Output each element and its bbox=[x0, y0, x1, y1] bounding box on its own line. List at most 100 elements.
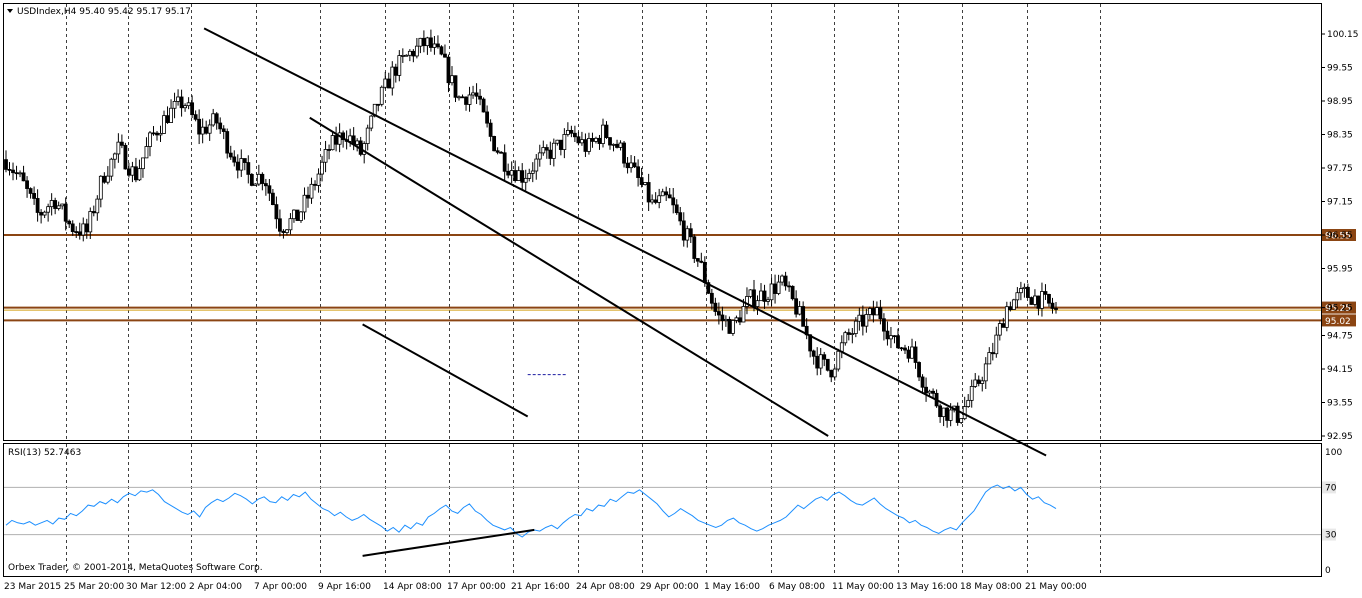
candle-body bbox=[1047, 293, 1051, 304]
candle-body bbox=[618, 142, 623, 148]
candle-body bbox=[302, 194, 307, 213]
candle-body bbox=[857, 314, 862, 322]
candle-body bbox=[590, 138, 595, 142]
candle-body bbox=[400, 55, 405, 57]
candle-body bbox=[780, 275, 784, 283]
candle-body bbox=[625, 162, 630, 169]
candle-body bbox=[464, 96, 468, 105]
time-tick-label: 23 Mar 2015 bbox=[4, 582, 61, 592]
grid bbox=[66, 4, 1101, 576]
price-tick-label: 98.95 bbox=[1327, 97, 1353, 107]
candle-body bbox=[955, 405, 960, 423]
candle-body bbox=[25, 180, 29, 189]
candle-body bbox=[421, 37, 426, 47]
candle-body bbox=[467, 94, 472, 105]
candle-body bbox=[102, 175, 107, 183]
candle-body bbox=[1033, 295, 1037, 305]
candle-body bbox=[1036, 295, 1041, 309]
time-tick-label: 1 May 16:00 bbox=[704, 582, 760, 592]
trend-line bbox=[362, 323, 529, 418]
candle-body bbox=[292, 209, 296, 220]
candle-body bbox=[256, 173, 261, 185]
candle-body bbox=[597, 137, 602, 144]
candle-body bbox=[660, 191, 665, 197]
rsi-tick-label: 0 bbox=[1325, 566, 1331, 576]
candle-body bbox=[608, 137, 612, 146]
rsi-tick-label: 30 bbox=[1325, 531, 1337, 541]
candle-body bbox=[485, 111, 490, 124]
candle-body bbox=[39, 212, 44, 216]
time-tick-label: 24 Apr 08:00 bbox=[576, 582, 635, 592]
candle-body bbox=[896, 335, 900, 349]
time-tick-label: 9 Apr 16:00 bbox=[318, 582, 371, 592]
candle-body bbox=[148, 132, 152, 147]
candle-body bbox=[21, 172, 26, 182]
candle-body bbox=[295, 209, 300, 221]
candle-body bbox=[1026, 286, 1030, 298]
time-tick-label: 11 May 00:00 bbox=[832, 582, 894, 592]
candle-body bbox=[794, 298, 799, 315]
candle-body bbox=[811, 350, 816, 357]
candle-body bbox=[629, 162, 633, 169]
candle-body bbox=[699, 260, 704, 263]
candle-body bbox=[46, 206, 51, 213]
price-tick-label: 92.95 bbox=[1327, 432, 1353, 442]
candle-body bbox=[762, 290, 767, 302]
candle-body bbox=[822, 354, 827, 360]
candle-body bbox=[969, 386, 974, 401]
candle-body bbox=[32, 193, 36, 199]
candle-body bbox=[843, 332, 848, 344]
candle-body bbox=[583, 139, 588, 152]
symbol-header: USDIndex,H4 95.40 95.42 95.17 95.17 bbox=[17, 7, 191, 17]
candle-body bbox=[537, 152, 542, 160]
candle-body bbox=[197, 118, 202, 135]
time-tick-label: 30 Mar 12:00 bbox=[126, 582, 186, 592]
candle-body bbox=[899, 347, 904, 350]
candle-body bbox=[81, 223, 86, 236]
candle-body bbox=[910, 346, 914, 359]
candle-body bbox=[948, 409, 953, 421]
candle-body bbox=[716, 311, 721, 316]
rsi-tick-label: 70 bbox=[1325, 483, 1337, 493]
candle-body bbox=[555, 139, 560, 144]
chevron-down-icon[interactable] bbox=[7, 9, 13, 13]
candle-body bbox=[1008, 306, 1013, 310]
candle-body bbox=[14, 172, 19, 175]
candle-body bbox=[541, 147, 546, 154]
candle-body bbox=[594, 137, 598, 142]
candle-body bbox=[650, 199, 655, 203]
level-badge-label: 95.02 bbox=[1325, 317, 1351, 327]
candle-body bbox=[260, 173, 265, 184]
trendlines bbox=[203, 27, 1047, 457]
candle-body bbox=[84, 223, 89, 233]
candle-body bbox=[871, 308, 876, 316]
candle-body bbox=[151, 132, 156, 135]
candle-body bbox=[460, 96, 465, 99]
candle-body bbox=[885, 330, 890, 340]
candle-body bbox=[632, 162, 637, 168]
candle-body bbox=[973, 379, 978, 387]
price-panel-frame bbox=[3, 3, 1322, 441]
candle-body bbox=[158, 133, 163, 136]
candle-body bbox=[702, 262, 707, 284]
candle-body bbox=[249, 174, 254, 186]
candle-body bbox=[334, 135, 339, 145]
candle-body bbox=[200, 126, 205, 135]
candle-body bbox=[959, 418, 964, 423]
candle-body bbox=[1054, 308, 1058, 310]
candle-body bbox=[980, 380, 985, 384]
candle-body bbox=[639, 177, 644, 185]
candle-body bbox=[615, 143, 619, 148]
rsi-panel-frame bbox=[3, 443, 1322, 577]
candle-body bbox=[611, 143, 616, 146]
candle-body bbox=[320, 161, 324, 175]
candle-body bbox=[646, 182, 651, 203]
candle-body bbox=[601, 124, 605, 144]
candle-body bbox=[906, 349, 911, 359]
candle-body bbox=[77, 231, 82, 236]
candle-body bbox=[179, 96, 184, 109]
candle-body bbox=[839, 342, 844, 352]
candle-body bbox=[383, 78, 388, 88]
